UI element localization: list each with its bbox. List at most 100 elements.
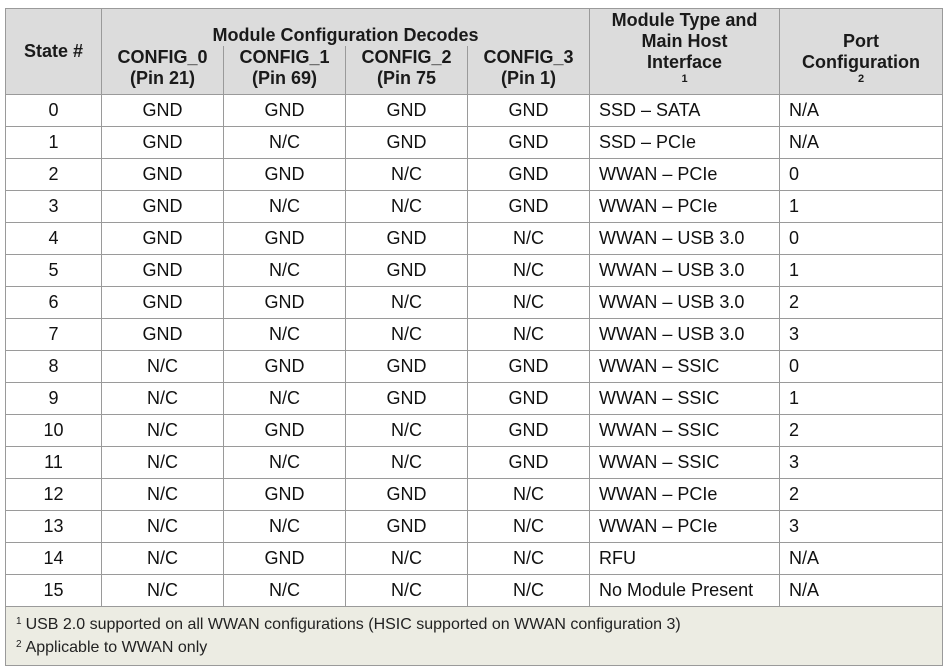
cell-config-1: N/C <box>223 318 346 351</box>
header-config-0: CONFIG_0 (Pin 21) <box>101 45 224 95</box>
cell-module-type: WWAN – PCIe <box>589 478 781 511</box>
table-row: 9 N/C N/C GND GND WWAN – SSIC 1 <box>5 382 944 415</box>
cell-config-0: GND <box>101 94 224 127</box>
cell-port-config: 1 <box>779 190 944 223</box>
cell-config-2: GND <box>345 126 468 159</box>
cell-config-2: GND <box>345 94 468 127</box>
header-config-3: CONFIG_3 (Pin 1) <box>466 45 591 95</box>
cell-config-3: GND <box>466 350 591 383</box>
cell-port-config: 1 <box>779 254 944 287</box>
cell-config-2: N/C <box>345 574 468 607</box>
cell-state: 2 <box>5 158 102 191</box>
cell-module-type: WWAN – PCIe <box>589 510 781 543</box>
cell-port-config: 1 <box>779 382 944 415</box>
cell-config-2: N/C <box>345 158 468 191</box>
cell-state: 3 <box>5 190 102 223</box>
cell-state: 12 <box>5 478 102 511</box>
cell-config-2: GND <box>345 222 468 255</box>
cell-config-3: GND <box>466 414 591 447</box>
cell-module-type: WWAN – PCIe <box>589 158 781 191</box>
cell-config-0: N/C <box>101 350 224 383</box>
cell-config-1: N/C <box>223 190 346 223</box>
cell-port-config: N/A <box>779 542 944 575</box>
cell-module-type: WWAN – USB 3.0 <box>589 222 781 255</box>
cell-state: 8 <box>5 350 102 383</box>
header-module-type: Module Type and Main Host Interface 1 <box>589 8 781 95</box>
footnote-2: 2 Applicable to WWAN only <box>16 639 208 656</box>
cell-config-1: N/C <box>223 254 346 287</box>
cell-config-3: GND <box>466 158 591 191</box>
cell-config-0: N/C <box>101 382 224 415</box>
cell-module-type: RFU <box>589 542 781 575</box>
table-row: 5 GND N/C GND N/C WWAN – USB 3.0 1 <box>5 254 944 287</box>
cell-port-config: 2 <box>779 286 944 319</box>
cell-port-config: N/A <box>779 126 944 159</box>
config-table-container: State # Module Configuration Decodes Mod… <box>4 7 944 666</box>
cell-module-type: SSD – SATA <box>589 94 781 127</box>
cell-config-3: N/C <box>466 478 591 511</box>
cell-config-1: GND <box>223 478 346 511</box>
cell-port-config: 2 <box>779 478 944 511</box>
cell-module-type: WWAN – SSIC <box>589 446 781 479</box>
cell-config-3: N/C <box>466 222 591 255</box>
cell-config-0: GND <box>101 286 224 319</box>
cell-state: 0 <box>5 94 102 127</box>
cell-config-1: N/C <box>223 382 346 415</box>
table-row: 8 N/C GND GND GND WWAN – SSIC 0 <box>5 350 944 383</box>
footnote-cell: 1 USB 2.0 supported on all WWAN configura… <box>4 606 944 666</box>
cell-config-0: N/C <box>101 542 224 575</box>
header-config-2: CONFIG_2 (Pin 75 <box>345 45 468 95</box>
cell-module-type: WWAN – USB 3.0 <box>589 254 781 287</box>
cell-config-2: N/C <box>345 318 468 351</box>
cell-port-config: 0 <box>779 222 944 255</box>
cell-state: 14 <box>5 542 102 575</box>
header-state: State # <box>5 8 102 95</box>
cell-config-2: N/C <box>345 414 468 447</box>
cell-config-0: N/C <box>101 478 224 511</box>
cell-config-2: N/C <box>345 286 468 319</box>
cell-config-2: GND <box>345 350 468 383</box>
cell-state: 9 <box>5 382 102 415</box>
cell-config-2: N/C <box>345 190 468 223</box>
cell-module-type: WWAN – SSIC <box>589 382 781 415</box>
table-header: State # Module Configuration Decodes Mod… <box>5 7 944 95</box>
cell-config-3: GND <box>466 94 591 127</box>
cell-config-1: N/C <box>223 126 346 159</box>
cell-module-type: WWAN – SSIC <box>589 350 781 383</box>
cell-config-3: GND <box>466 446 591 479</box>
cell-port-config: 0 <box>779 350 944 383</box>
header-config-group: Module Configuration Decodes <box>100 7 591 46</box>
table-row: 10 N/C GND N/C GND WWAN – SSIC 2 <box>5 414 944 447</box>
cell-config-0: GND <box>101 158 224 191</box>
cell-config-3: N/C <box>466 286 591 319</box>
table-footnotes: 1 USB 2.0 supported on all WWAN configura… <box>4 606 944 666</box>
cell-port-config: 2 <box>779 414 944 447</box>
cell-port-config: 3 <box>779 446 944 479</box>
table-row: 0 GND GND GND GND SSD – SATA N/A <box>5 94 944 127</box>
cell-state: 7 <box>5 318 102 351</box>
header-config-1: CONFIG_1 (Pin 69) <box>223 45 346 95</box>
cell-config-3: GND <box>466 382 591 415</box>
cell-config-3: GND <box>466 126 591 159</box>
cell-config-1: GND <box>223 414 346 447</box>
table-row: 4 GND GND GND N/C WWAN – USB 3.0 0 <box>5 222 944 255</box>
table-row: 2 GND GND N/C GND WWAN – PCIe 0 <box>5 158 944 191</box>
cell-port-config: 0 <box>779 158 944 191</box>
cell-config-2: N/C <box>345 446 468 479</box>
cell-state: 5 <box>5 254 102 287</box>
cell-config-1: GND <box>223 222 346 255</box>
table-row: 12 N/C GND GND N/C WWAN – PCIe 2 <box>5 478 944 511</box>
table-body: 0 GND GND GND GND SSD – SATA N/A 1 GND N/C GND GND S… <box>5 94 944 607</box>
cell-port-config: 3 <box>779 510 944 543</box>
cell-module-type: No Module Present <box>589 574 781 607</box>
cell-config-1: N/C <box>223 510 346 543</box>
table-row: 15 N/C N/C N/C N/C No Module Present N/A <box>5 574 944 607</box>
cell-config-2: GND <box>345 382 468 415</box>
cell-config-0: GND <box>101 190 224 223</box>
cell-config-2: GND <box>345 478 468 511</box>
table-row: 7 GND N/C N/C N/C WWAN – USB 3.0 3 <box>5 318 944 351</box>
cell-port-config: 3 <box>779 318 944 351</box>
table-row: 11 N/C N/C N/C GND WWAN – SSIC 3 <box>5 446 944 479</box>
cell-state: 6 <box>5 286 102 319</box>
cell-config-0: GND <box>101 126 224 159</box>
